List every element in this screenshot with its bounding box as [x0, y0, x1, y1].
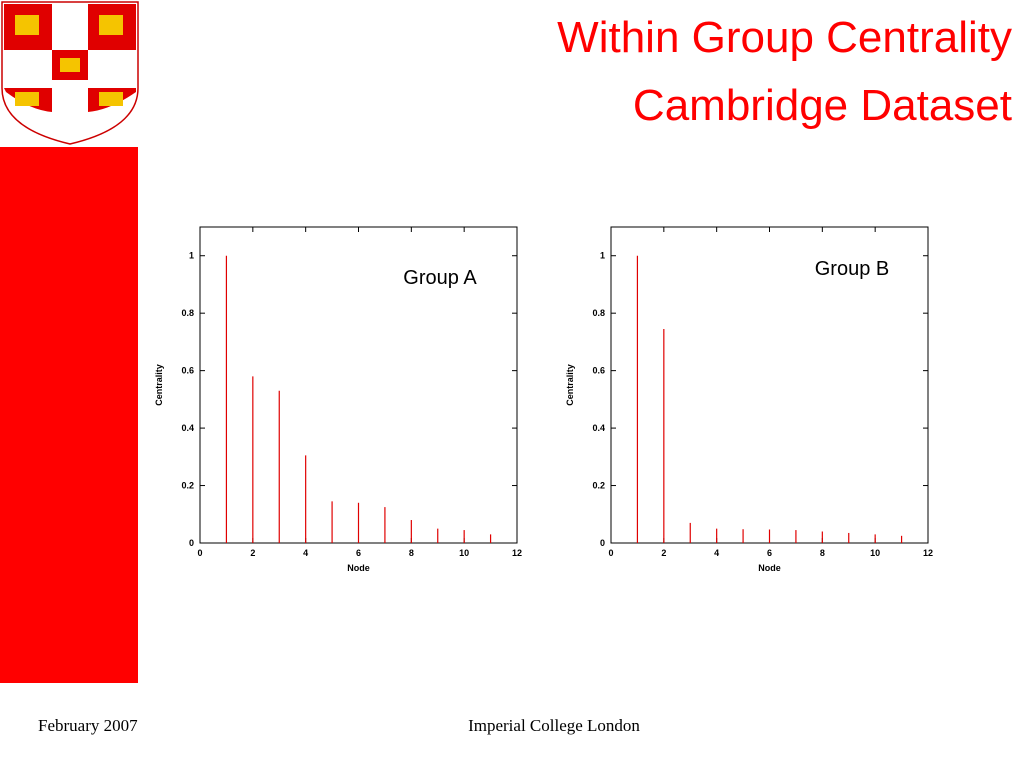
crest: [1, 1, 139, 145]
y-tick-label: 0: [189, 538, 194, 548]
x-tick-label: 10: [870, 548, 880, 558]
annotation: Group A: [403, 267, 477, 289]
x-tick-label: 0: [197, 548, 202, 558]
x-tick-label: 8: [820, 548, 825, 558]
y-tick-label: 0.8: [592, 308, 605, 318]
slide-title: Cambridge Dataset: [633, 81, 1012, 130]
slide-title: Within Group Centrality: [557, 13, 1012, 62]
y-tick-label: 0.8: [181, 308, 194, 318]
footer-org: Imperial College London: [468, 716, 640, 735]
x-tick-label: 12: [923, 548, 933, 558]
x-tick-label: 8: [409, 548, 414, 558]
y-tick-label: 0.4: [592, 423, 605, 433]
x-tick-label: 12: [512, 548, 522, 558]
y-tick-label: 0.6: [592, 366, 605, 376]
x-axis-label: Node: [347, 563, 370, 573]
x-tick-label: 6: [767, 548, 772, 558]
footer-date: February 2007: [38, 716, 138, 735]
y-axis-label: Centrality: [154, 364, 164, 406]
y-tick-label: 0.6: [181, 366, 194, 376]
y-tick-label: 0.2: [592, 481, 605, 491]
x-tick-label: 10: [459, 548, 469, 558]
y-tick-label: 0: [600, 538, 605, 548]
y-tick-label: 0.2: [181, 481, 194, 491]
x-tick-label: 4: [303, 548, 308, 558]
x-tick-label: 4: [714, 548, 719, 558]
y-tick-label: 1: [600, 251, 605, 261]
annotation: Group B: [815, 258, 889, 280]
y-tick-label: 1: [189, 251, 194, 261]
y-axis-label: Centrality: [565, 364, 575, 406]
x-tick-label: 6: [356, 548, 361, 558]
side-bar: [0, 147, 138, 683]
x-tick-label: 2: [250, 548, 255, 558]
y-tick-label: 0.4: [181, 423, 194, 433]
x-tick-label: 0: [608, 548, 613, 558]
x-axis-label: Node: [758, 563, 781, 573]
x-tick-label: 2: [661, 548, 666, 558]
